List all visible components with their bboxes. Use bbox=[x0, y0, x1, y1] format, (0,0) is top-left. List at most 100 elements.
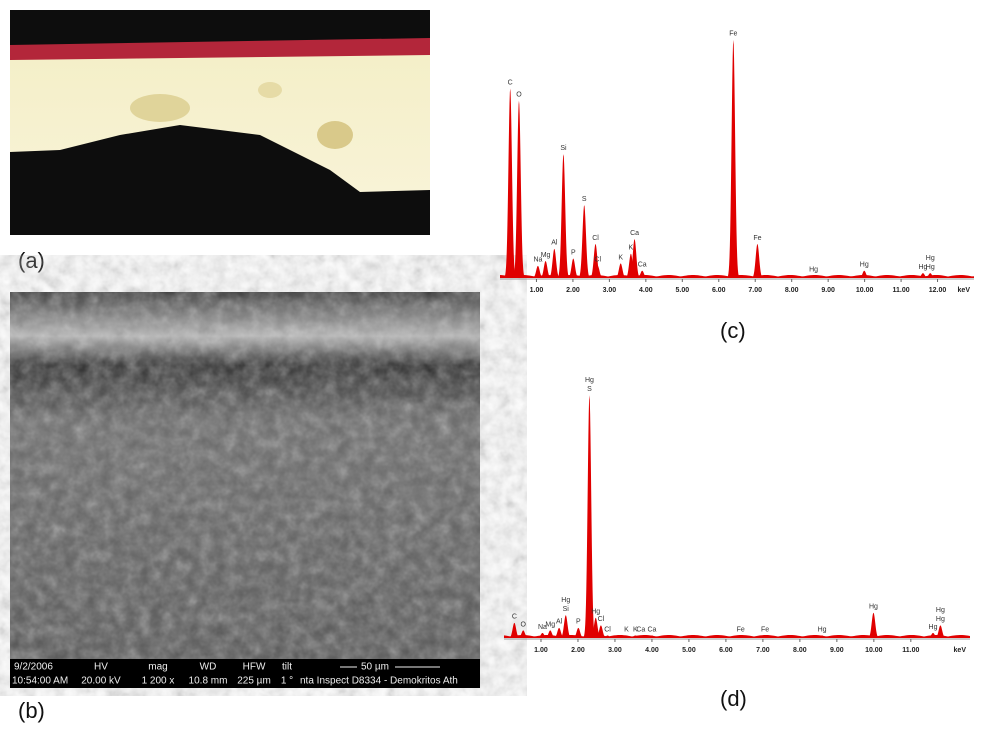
peak-label: K bbox=[633, 626, 638, 633]
x-tick-label: 4.00 bbox=[645, 647, 659, 654]
sem-info: WD bbox=[200, 662, 217, 673]
sem-info: 1 ° bbox=[281, 676, 293, 687]
peak bbox=[499, 88, 521, 279]
peak-label: Ca bbox=[647, 626, 656, 633]
x-tick-label: 10.00 bbox=[865, 647, 883, 654]
peak-label: K bbox=[624, 626, 629, 633]
peak-label: Si bbox=[560, 145, 567, 152]
peak bbox=[631, 270, 653, 278]
x-unit: keV bbox=[958, 287, 971, 294]
peak bbox=[585, 243, 607, 278]
sem-info: 10:54:00 AM bbox=[12, 676, 68, 687]
sem-info: 10.8 mm bbox=[189, 676, 228, 687]
peak-label: K bbox=[629, 245, 634, 252]
peak bbox=[610, 263, 632, 278]
sem-info: 1 200 x bbox=[142, 676, 175, 687]
peak-label: Hg bbox=[818, 626, 827, 633]
peak bbox=[641, 635, 663, 638]
peak-label: Hg bbox=[869, 604, 878, 611]
peak bbox=[573, 205, 595, 278]
x-tick-label: 2.00 bbox=[566, 287, 580, 294]
x-tick-label: 3.00 bbox=[608, 647, 622, 654]
peak bbox=[853, 270, 875, 278]
peak bbox=[929, 625, 951, 638]
x-tick-label: 12.00 bbox=[929, 287, 947, 294]
peak bbox=[539, 630, 561, 638]
peak-label: Hg bbox=[591, 609, 600, 616]
x-tick-label: 3.00 bbox=[603, 287, 617, 294]
sem-info: 20.00 kV bbox=[81, 676, 121, 687]
peak-label: Al bbox=[551, 240, 558, 247]
peak-label: Mg bbox=[545, 621, 555, 628]
peak bbox=[531, 632, 553, 638]
sem-info: HFW bbox=[243, 662, 266, 673]
sem-info: 225 µm bbox=[237, 676, 271, 687]
peak-label: Mg bbox=[541, 252, 551, 259]
peak-label: O bbox=[516, 91, 522, 98]
sem-info: mag bbox=[148, 662, 167, 673]
x-tick-label: 10.00 bbox=[856, 287, 874, 294]
peak-label: Hg bbox=[936, 607, 945, 614]
peak bbox=[503, 622, 525, 638]
peak-label: S bbox=[582, 196, 587, 203]
panel-label: (a) bbox=[18, 248, 45, 273]
sem-info: 50 µm bbox=[361, 662, 389, 673]
peak-label: Fe bbox=[737, 626, 745, 633]
x-tick-label: 11.00 bbox=[893, 287, 910, 294]
peak bbox=[585, 617, 607, 638]
peak bbox=[754, 635, 776, 638]
sem-info: 9/2/2006 bbox=[14, 662, 53, 673]
peak-label: Ca bbox=[638, 262, 647, 269]
peak bbox=[555, 615, 577, 638]
peak-label: Na bbox=[538, 624, 547, 631]
peak-label: Ca bbox=[636, 626, 645, 633]
peak-label: Fe bbox=[753, 235, 761, 242]
sem-info: HV bbox=[94, 662, 108, 673]
peak bbox=[508, 100, 530, 278]
peak-label: O bbox=[521, 621, 527, 628]
peak bbox=[630, 635, 652, 638]
peak-label: Hg bbox=[926, 264, 935, 271]
peak-label: Hg bbox=[561, 597, 570, 604]
peak bbox=[919, 273, 941, 278]
peak bbox=[722, 39, 744, 278]
panel-label: (c) bbox=[720, 318, 746, 343]
peak-label: Hg bbox=[926, 255, 935, 262]
peak bbox=[624, 635, 646, 638]
peak bbox=[567, 627, 589, 638]
peak-label: Fe bbox=[729, 31, 737, 38]
peak bbox=[615, 635, 637, 638]
peak-label: Cl bbox=[592, 235, 599, 242]
peak bbox=[912, 273, 934, 278]
peak bbox=[562, 258, 584, 278]
x-tick-label: 9.00 bbox=[821, 287, 835, 294]
background-noise bbox=[504, 635, 970, 638]
sem-info: tilt bbox=[282, 662, 292, 673]
peak-label: Hg bbox=[585, 377, 594, 384]
peak-label: Cl bbox=[598, 616, 605, 623]
peak-label: K bbox=[618, 254, 623, 261]
peak bbox=[862, 612, 884, 638]
peak-label: Hg bbox=[860, 262, 869, 269]
peak bbox=[803, 275, 825, 278]
x-tick-label: 6.00 bbox=[712, 287, 726, 294]
peak-label: P bbox=[571, 249, 576, 256]
peak-label: Fe bbox=[761, 626, 769, 633]
peak-label: Na bbox=[533, 257, 542, 264]
peak-label: Hg bbox=[918, 264, 927, 271]
x-unit: keV bbox=[954, 647, 967, 654]
peak-label: Cl bbox=[604, 626, 611, 633]
peak-label: Al bbox=[556, 619, 563, 626]
peak bbox=[535, 260, 557, 278]
peak-label: Si bbox=[563, 606, 570, 613]
peak bbox=[548, 627, 570, 638]
photo-cross-section bbox=[10, 10, 430, 235]
peak bbox=[746, 243, 768, 278]
peak-label: C bbox=[508, 79, 513, 86]
x-tick-label: 1.00 bbox=[530, 287, 544, 294]
x-tick-label: 7.00 bbox=[756, 647, 770, 654]
x-tick-label: 2.00 bbox=[571, 647, 585, 654]
peak bbox=[730, 635, 752, 638]
